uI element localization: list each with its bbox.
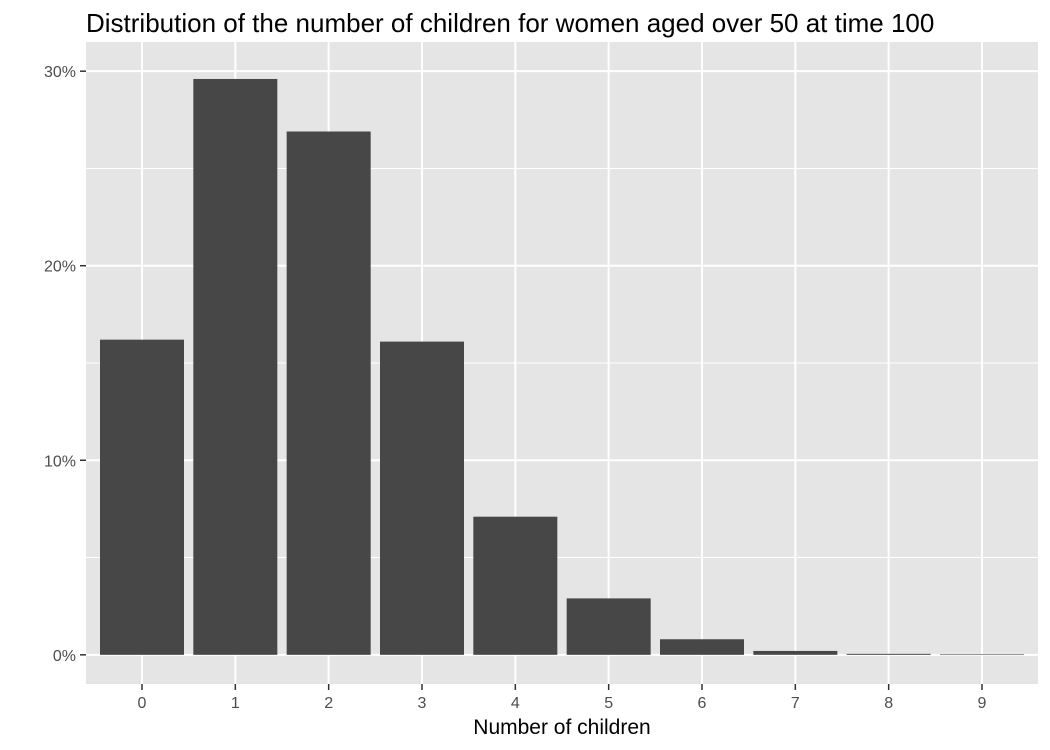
x-tick-label: 9 [978, 695, 987, 712]
y-axis: 0% 10% 20% 30% [44, 64, 86, 665]
bar-5 [566, 598, 651, 655]
y-tick-label: 10% [44, 453, 76, 470]
bar-8 [846, 653, 931, 655]
bar-6 [660, 639, 744, 655]
y-tick-label: 30% [44, 64, 76, 81]
bar-7 [753, 650, 838, 655]
x-tick-label: 5 [604, 695, 613, 712]
x-tick-label: 4 [511, 695, 520, 712]
bar-0 [100, 339, 184, 655]
bar-2 [286, 131, 371, 655]
bar-4 [473, 516, 558, 655]
x-tick-label: 6 [698, 695, 707, 712]
bar-1 [193, 78, 278, 655]
x-axis: 0 1 2 3 4 5 6 7 8 9 [138, 684, 987, 712]
y-tick-label: 0% [53, 648, 76, 665]
chart-title: Distribution of the number of children f… [86, 8, 934, 38]
x-tick-label: 8 [884, 695, 893, 712]
x-tick-label: 3 [418, 695, 427, 712]
bar-9 [940, 654, 1024, 656]
bar-3 [380, 341, 464, 655]
bars [100, 78, 1024, 656]
x-tick-label: 7 [791, 695, 800, 712]
x-tick-label: 0 [138, 695, 147, 712]
x-tick-label: 2 [324, 695, 333, 712]
x-axis-label: Number of children [473, 716, 650, 739]
y-tick-label: 20% [44, 259, 76, 276]
x-tick-label: 1 [231, 695, 240, 712]
